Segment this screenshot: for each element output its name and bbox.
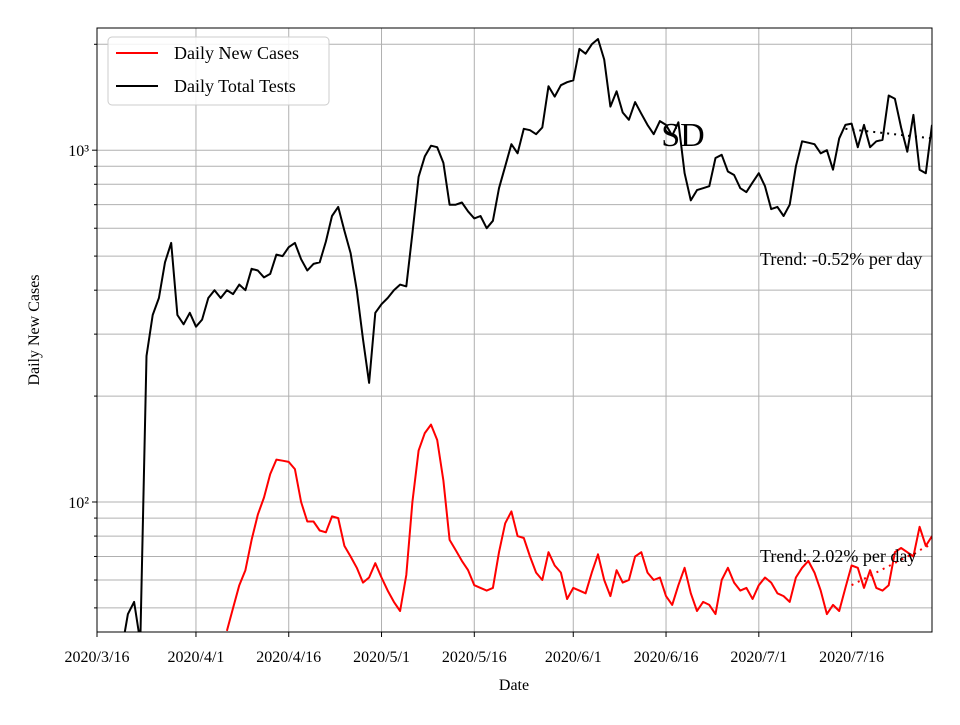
x-tick-label: 2020/7/1	[730, 649, 787, 666]
x-tick-label: 2020/4/1	[168, 649, 225, 666]
plot-lines	[123, 38, 932, 632]
annotation: Trend: 2.02% per day	[760, 546, 916, 566]
trend-line	[845, 127, 932, 140]
x-axis-label: Date	[499, 677, 529, 694]
annotation: SD	[661, 117, 704, 154]
x-tick-label: 2020/5/16	[442, 649, 507, 666]
legend-label: Daily New Cases	[174, 43, 299, 63]
y-tick-label: 10²	[68, 495, 89, 512]
axes: 2020/3/16 2020/4/1 2020/4/16 2020/5/1 2020/5…	[65, 43, 884, 666]
x-tick-label: 2020/5/1	[353, 649, 410, 666]
legend: Daily New Cases Daily Total Tests	[107, 36, 330, 106]
x-tick-label: 2020/6/16	[634, 649, 699, 666]
x-tick-label: 2020/6/1	[545, 649, 602, 666]
trend-line	[851, 543, 932, 587]
series-line	[225, 423, 932, 632]
legend-box	[107, 36, 330, 106]
x-tick-label: 2020/4/16	[256, 649, 321, 666]
y-tick-label: 10³	[68, 143, 89, 160]
annotation: Trend: -0.52% per day	[760, 249, 922, 269]
legend-label: Daily Total Tests	[174, 76, 296, 96]
x-tick-label: 2020/7/16	[819, 649, 884, 666]
plot-frame	[96, 27, 933, 633]
y-axis-label: Daily New Cases	[26, 274, 43, 385]
series-line	[123, 38, 932, 632]
x-tick-label: 2020/3/16	[65, 649, 130, 666]
